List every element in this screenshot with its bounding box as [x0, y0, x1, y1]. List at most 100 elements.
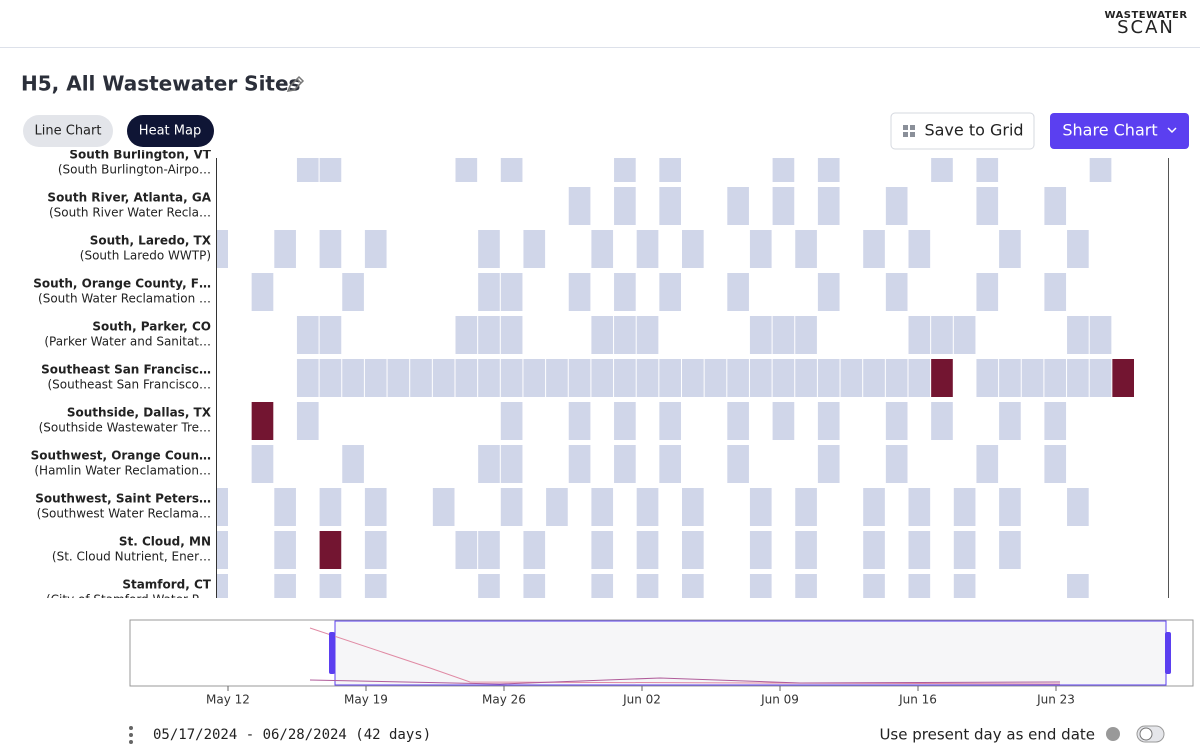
- heat-cell: [1067, 230, 1089, 268]
- heat-cell: [614, 158, 636, 182]
- heat-cell: [885, 359, 908, 397]
- heat-cell: [885, 402, 908, 440]
- brush-tick-label: Jun 02: [622, 693, 661, 707]
- heat-cell: [500, 488, 523, 526]
- heat-cell: [296, 158, 319, 182]
- heat-cell: [682, 359, 704, 397]
- brush-handle[interactable]: [1165, 632, 1171, 674]
- heat-cell: [591, 574, 614, 598]
- heat-cell: [817, 187, 840, 225]
- row-labels: South Burlington, VT(South Burlington-Ai…: [31, 148, 212, 598]
- heat-cell: [523, 230, 546, 268]
- site-facility: (Southside Wastewater Tre…: [39, 421, 211, 435]
- heat-cell: [500, 273, 523, 311]
- heat-cell: [296, 402, 319, 440]
- heat-cell: [1089, 316, 1112, 354]
- site-facility: (South River Water Recla…: [49, 206, 211, 220]
- site-facility: (St. Cloud Nutrient, Ener…: [52, 550, 211, 564]
- share-button[interactable]: [1050, 113, 1189, 149]
- heat-cell: [217, 488, 228, 526]
- heat-cell: [931, 158, 953, 182]
- save-button[interactable]: [890, 112, 1035, 150]
- heat-cell: [953, 531, 976, 569]
- site-name: Southside, Dallas, TX: [67, 406, 212, 420]
- heat-cell: [1067, 316, 1089, 354]
- heat-cell: [319, 488, 342, 526]
- heat-cell: [636, 359, 659, 397]
- heat-cell: [319, 158, 342, 182]
- heat-cell: [817, 359, 840, 397]
- heat-cell: [908, 230, 931, 268]
- heat-cell: [500, 359, 523, 397]
- brush-handle[interactable]: [329, 632, 335, 674]
- heat-cell: [546, 359, 568, 397]
- heat-cell: [682, 531, 704, 569]
- menu-dots[interactable]: [129, 726, 133, 744]
- heat-cell: [863, 488, 885, 526]
- site-name: South River, Atlanta, GA: [47, 191, 211, 205]
- site-name: South, Orange County, F…: [33, 277, 211, 291]
- heat-cell: [251, 273, 274, 311]
- heat-cell: [659, 445, 681, 483]
- heat-cell: [1044, 187, 1067, 225]
- heat-cell: [772, 402, 795, 440]
- heat-cell: [795, 230, 817, 268]
- tab-line-chart[interactable]: [23, 115, 113, 147]
- toggle-knob: [1139, 727, 1153, 741]
- heat-cell: [795, 359, 817, 397]
- site-name: South Burlington, VT: [69, 148, 211, 162]
- heat-cell: [614, 316, 636, 354]
- heat-cell: [410, 359, 432, 397]
- brush-tick-label: May 19: [344, 693, 388, 707]
- heat-cell: [364, 531, 387, 569]
- heat-cell: [659, 402, 681, 440]
- heat-cell: [614, 187, 636, 225]
- heat-cell: [682, 230, 704, 268]
- heatmap-cells: [217, 158, 1134, 598]
- tab-heat-map[interactable]: [127, 115, 214, 147]
- heat-cell: [591, 230, 614, 268]
- brush-selection[interactable]: [334, 620, 1167, 686]
- heat-cell: [795, 488, 817, 526]
- heat-cell: [342, 359, 364, 397]
- site-name: Southwest, Saint Peters…: [35, 492, 211, 506]
- heat-cell: [749, 359, 772, 397]
- heat-cell: [976, 359, 999, 397]
- heat-cell: [1067, 488, 1089, 526]
- heat-cell: [478, 574, 500, 598]
- heat-cell: [863, 359, 885, 397]
- heat-cell: [217, 230, 228, 268]
- heat-cell: [568, 445, 591, 483]
- edit-icon[interactable]: [286, 75, 305, 92]
- heat-cell: [817, 445, 840, 483]
- heat-cell: [976, 158, 999, 182]
- heat-cell: [591, 359, 614, 397]
- brush-tick-label: Jun 16: [898, 693, 937, 707]
- heat-cell: [976, 187, 999, 225]
- heat-cell: [636, 316, 659, 354]
- heat-cell: [953, 488, 976, 526]
- heat-cell: [908, 316, 931, 354]
- info-icon[interactable]: [1106, 727, 1120, 741]
- heat-cell: [636, 574, 659, 598]
- heat-cell: [251, 445, 274, 483]
- heat-cell: [478, 531, 500, 569]
- heat-cell: [727, 273, 749, 311]
- heat-cell: [727, 402, 749, 440]
- heat-cell: [795, 531, 817, 569]
- date-range: 05/17/2024 - 06/28/2024 (42 days): [153, 727, 431, 743]
- heat-cell: [682, 488, 704, 526]
- heat-cell: [319, 359, 342, 397]
- heat-cell: [636, 531, 659, 569]
- heat-cell: [772, 187, 795, 225]
- heat-cell: [999, 359, 1021, 397]
- heat-cell: [953, 316, 976, 354]
- heat-cell: [319, 316, 342, 354]
- heat-cell: [908, 574, 931, 598]
- heat-cell: [1089, 158, 1112, 182]
- heat-cell: [319, 531, 342, 569]
- heat-cell: [1021, 359, 1044, 397]
- site-facility: (South Burlington-Airpo…: [58, 163, 211, 177]
- heat-cell: [455, 359, 478, 397]
